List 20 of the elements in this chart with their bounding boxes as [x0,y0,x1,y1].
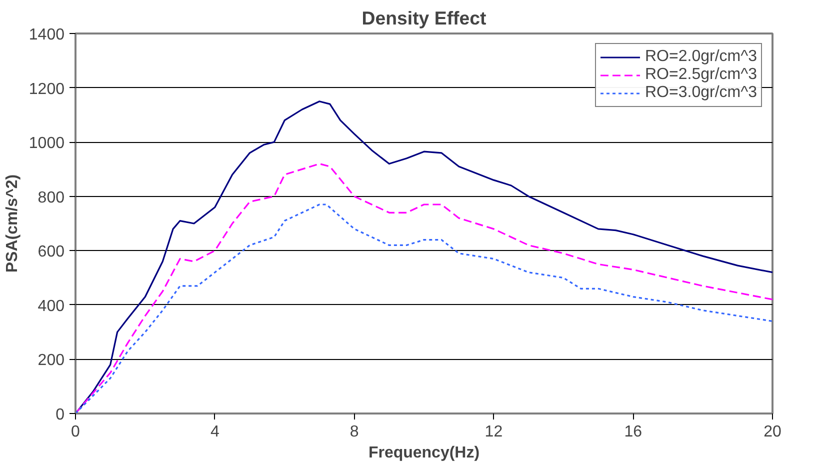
x-tick-label: 8 [350,424,359,440]
x-axis-title: Frequency(Hz) [368,444,480,462]
y-tick-label: 800 [38,189,65,206]
y-tick-label: 400 [38,298,65,315]
y-tick-label: 1200 [28,80,65,98]
legend-label: RO=2.5gr/cm^3 [645,66,757,84]
legend-label: RO=3.0gr/cm^3 [645,84,757,102]
y-tick-label: 1400 [28,26,65,44]
legend-label: RO=2.0gr/cm^3 [645,48,757,66]
x-tick-label: 4 [210,424,220,440]
y-tick-label: 200 [38,352,65,370]
x-tick-label: 20 [764,424,782,440]
x-tick-label: 0 [71,424,80,440]
x-tick-label: 16 [624,424,642,440]
y-tick-label: 1000 [28,135,65,152]
x-tick-label: 12 [484,424,503,440]
y-axis-title: PSA(cm/s^2) [4,174,21,273]
y-tick-label: 600 [38,244,65,261]
y-tick-label: 0 [56,406,65,424]
chart-title: Density Effect [362,8,486,28]
